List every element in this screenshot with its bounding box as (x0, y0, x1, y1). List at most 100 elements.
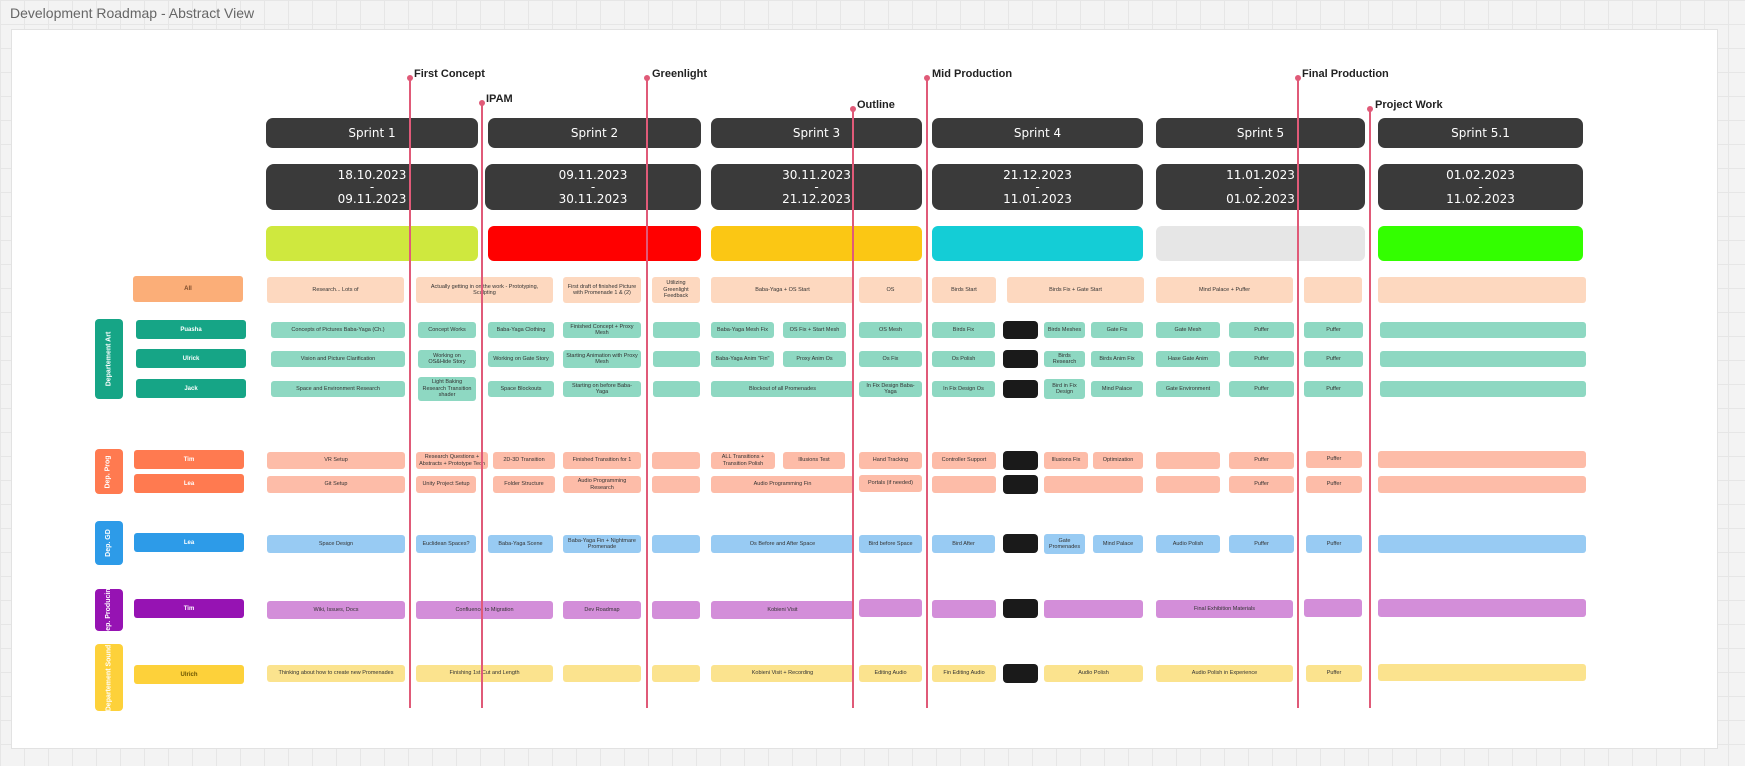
task-cell[interactable]: Fin Editing Audio (932, 665, 996, 682)
department-sound[interactable]: Departement Sound (95, 644, 123, 711)
sprint-dates[interactable]: 21.12.2023-11.01.2023 (932, 164, 1143, 210)
task-cell[interactable]: Vision and Picture Clarification (271, 351, 405, 367)
task-cell[interactable]: Audio Polish in Experience (1156, 665, 1293, 682)
task-cell[interactable] (1003, 380, 1038, 398)
task-cell[interactable] (1378, 535, 1586, 553)
sprint-dates[interactable]: 18.10.2023-09.11.2023 (266, 164, 478, 210)
task-cell[interactable] (1156, 452, 1220, 469)
milestone-label[interactable]: IPAM (486, 93, 513, 105)
sprint-header[interactable]: Sprint 5.1 (1378, 118, 1583, 148)
task-cell[interactable]: Finished Transition for 1 (563, 452, 641, 469)
sprint-header[interactable]: Sprint 5 (1156, 118, 1365, 148)
task-cell[interactable] (1378, 599, 1586, 617)
task-cell[interactable]: Utilizing Greenlight Feedback (652, 277, 700, 303)
row-label[interactable]: Puasha (136, 320, 246, 339)
task-cell[interactable]: Actually getting in on the work - Protot… (416, 277, 553, 303)
task-cell[interactable]: Audio Polish (1044, 665, 1143, 682)
task-cell[interactable] (653, 351, 700, 367)
task-cell[interactable]: Hand Tracking (859, 452, 922, 469)
sprint-dates[interactable]: 09.11.2023-30.11.2023 (485, 164, 701, 210)
task-cell[interactable]: Finished Concept + Proxy Mesh (563, 322, 641, 338)
task-cell[interactable]: Puffer (1306, 535, 1362, 553)
milestone-dot[interactable] (479, 100, 485, 106)
sprint-color-bar[interactable] (266, 226, 478, 261)
task-cell[interactable]: Puffer (1306, 476, 1362, 493)
task-cell[interactable]: Mind Palace + Puffer (1156, 277, 1293, 303)
task-cell[interactable] (1378, 476, 1586, 493)
task-cell[interactable] (1003, 321, 1038, 339)
task-cell[interactable] (1003, 664, 1038, 683)
task-cell[interactable]: Illusions Test (783, 452, 845, 469)
task-cell[interactable]: Research... Lots of (267, 277, 404, 303)
task-cell[interactable]: Baba-Yaga + OS Start (711, 277, 854, 303)
task-cell[interactable]: Puffer (1306, 665, 1362, 682)
task-cell[interactable]: Birds Fix (932, 322, 995, 338)
task-cell[interactable]: Portals (if needed) (859, 475, 922, 492)
task-cell[interactable] (1003, 451, 1038, 470)
task-cell[interactable] (1304, 599, 1362, 617)
task-cell[interactable]: Birds Research (1044, 351, 1085, 367)
department-gd[interactable]: Dep. GD (95, 521, 123, 565)
task-cell[interactable] (652, 476, 700, 493)
milestone-label[interactable]: Project Work (1375, 99, 1443, 111)
task-cell[interactable]: Mind Palace (1091, 381, 1143, 397)
task-cell[interactable]: Os Before and After Space (711, 535, 854, 553)
milestone-label[interactable]: First Concept (414, 68, 485, 80)
task-cell[interactable]: Puffer (1306, 451, 1362, 468)
task-cell[interactable]: Audio Polish (1156, 535, 1220, 553)
task-cell[interactable]: Puffer (1229, 381, 1294, 397)
task-cell[interactable]: Birds Anim Fix (1091, 351, 1143, 367)
task-cell[interactable]: Git Setup (267, 476, 405, 493)
task-cell[interactable] (1003, 475, 1038, 494)
sprint-dates[interactable]: 11.01.2023-01.02.2023 (1156, 164, 1365, 210)
task-cell[interactable]: Gate Environment (1156, 381, 1220, 397)
task-cell[interactable]: OS (859, 277, 922, 303)
task-cell[interactable]: Baba-Yaga Clothing (488, 322, 554, 338)
task-cell[interactable]: Optimization (1093, 452, 1143, 469)
task-cell[interactable]: Hase Gate Anim (1156, 351, 1220, 367)
task-cell[interactable]: Space Blockouts (488, 381, 554, 397)
task-cell[interactable]: Working on OS&Hide Story (418, 350, 476, 368)
task-cell[interactable]: Puffer (1229, 535, 1294, 553)
task-cell[interactable]: Mind Palace (1093, 535, 1143, 553)
milestone-dot[interactable] (407, 75, 413, 81)
row-label[interactable]: Tim (134, 450, 244, 469)
task-cell[interactable]: Baba-Yaga Scene (488, 535, 553, 553)
sprint-header[interactable]: Sprint 3 (711, 118, 922, 148)
milestone-dot[interactable] (850, 106, 856, 112)
task-cell[interactable] (1304, 277, 1362, 303)
department-prog[interactable]: Dep. Prog (95, 449, 123, 494)
task-cell[interactable]: Audio Programming Fin (711, 476, 854, 493)
task-cell[interactable] (1378, 664, 1586, 681)
task-cell[interactable]: In Fix Design Baba-Yaga (859, 381, 922, 397)
task-cell[interactable]: Birds Meshes (1044, 322, 1085, 338)
task-cell[interactable] (653, 322, 700, 338)
task-cell[interactable]: Editing Audio (859, 665, 922, 682)
task-cell[interactable] (652, 535, 700, 553)
task-cell[interactable]: Baba-Yaga Anim "Fin" (711, 351, 774, 367)
row-label[interactable]: Lea (134, 533, 244, 552)
task-cell[interactable]: Kobieni Visit + Recording (711, 665, 854, 682)
task-cell[interactable] (652, 452, 700, 469)
task-cell[interactable]: 2D-3D Transition (493, 452, 555, 469)
task-cell[interactable] (1380, 351, 1586, 367)
task-cell[interactable]: Gate Fix (1091, 322, 1143, 338)
task-cell[interactable]: Wiki, Issues, Docs (267, 601, 405, 619)
task-cell[interactable]: Dev Roadmap (563, 601, 641, 619)
task-cell[interactable]: Starting on before Baba-Yaga (563, 381, 641, 397)
task-cell[interactable] (1380, 381, 1586, 397)
task-cell[interactable] (653, 381, 700, 397)
milestone-dot[interactable] (924, 75, 930, 81)
task-cell[interactable]: Research Questions + Abstracts + Prototy… (416, 452, 488, 469)
task-cell[interactable] (1380, 322, 1586, 338)
task-cell[interactable]: Proxy Anim Os (783, 351, 846, 367)
sprint-dates[interactable]: 30.11.2023-21.12.2023 (711, 164, 922, 210)
task-cell[interactable]: In Fix Design Os (932, 381, 995, 397)
task-cell[interactable] (1044, 476, 1143, 493)
task-cell[interactable]: First draft of finished Picture with Pro… (563, 277, 641, 303)
milestone-dot[interactable] (644, 75, 650, 81)
task-cell[interactable]: Space and Environment Research (271, 381, 405, 397)
task-cell[interactable] (1044, 600, 1143, 618)
task-cell[interactable]: Birds Fix + Gate Start (1007, 277, 1144, 303)
milestone-label[interactable]: Outline (857, 99, 895, 111)
